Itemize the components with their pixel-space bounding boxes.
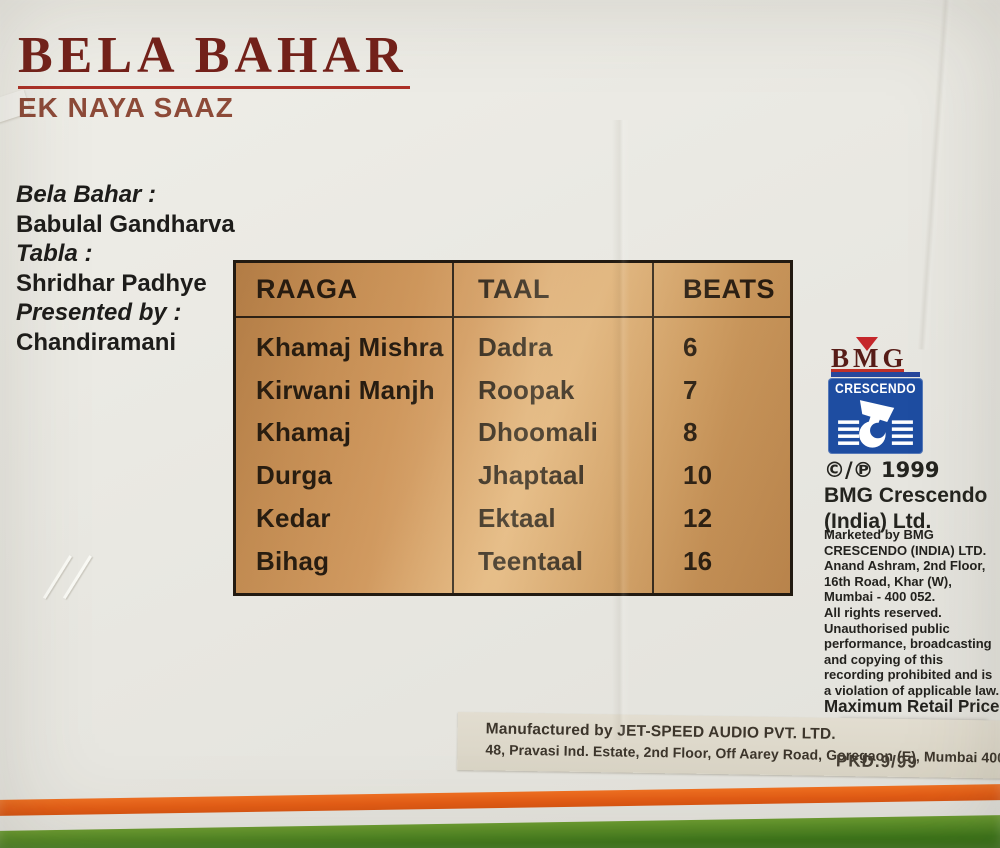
cell-beats: 16	[683, 545, 713, 576]
legal-line: CRESCENDO (INDIA) LTD.	[824, 542, 987, 558]
saffron-stripe	[0, 783, 1000, 817]
legal-line: Mumbai - 400 052.	[824, 589, 936, 605]
table-body: Khamaj Mishra Dadra 6 Kirwani Manjh Roop…	[236, 318, 790, 593]
pkd-date-code: PKD.9/99	[835, 751, 918, 772]
legal-line: performance, broadcasting	[824, 636, 992, 652]
legal-line: Anand Ashram, 2nd Floor,	[824, 558, 986, 574]
cell-taal: Teentaal	[478, 545, 584, 576]
bmg-triangle-icon	[856, 337, 878, 351]
cell-beats: 6	[683, 331, 698, 362]
cell-taal: Ektaal	[478, 503, 556, 534]
bmg-underline-red	[831, 369, 904, 372]
cell-raaga: Bihag	[256, 545, 330, 576]
manufacturer-sticker: Manufactured by JET-SPEED AUDIO PVT. LTD…	[457, 712, 1000, 779]
cell-taal: Dhoomali	[478, 417, 599, 448]
cell-raaga: Kirwani Manjh	[256, 374, 435, 405]
credit-role-tabla: Tabla :	[16, 240, 93, 268]
legal-line: All rights reserved.	[824, 604, 942, 620]
table-header-taal: TAAL	[478, 274, 550, 304]
cell-raaga: Khamaj	[256, 417, 352, 448]
legal-line: Marketed by BMG	[824, 527, 934, 542]
table-row: Kirwani Manjh Roopak 7	[236, 369, 790, 412]
crescendo-label: CRESCENDO	[835, 381, 916, 396]
paper-crease	[917, 0, 955, 350]
legal-line: 16th Road, Khar (W),	[824, 573, 952, 589]
legal-line: a violation of applicable law.	[824, 682, 1000, 698]
table-header-raaga: RAAGA	[256, 274, 358, 304]
cell-taal: Roopak	[478, 374, 575, 405]
album-subtitle: EK NAYA SAAZ	[18, 92, 234, 123]
cell-beats: 8	[683, 417, 698, 448]
cell-beats: 7	[683, 374, 698, 405]
credit-presenter-name: Chandiramani	[16, 328, 177, 356]
credit-role-presented-by: Presented by :	[16, 299, 182, 327]
company-name-line1: BMG Crescendo	[824, 484, 988, 507]
marketing-legal-text: Marketed by BMG CRESCENDO (INDIA) LTD. A…	[824, 527, 999, 699]
title-underline	[18, 86, 410, 89]
table-header-beats: BEATS	[683, 274, 776, 304]
bmg-underline-blue	[831, 372, 920, 377]
mrp-label: Maximum Retail Price	[824, 696, 1000, 716]
cell-beats: 12	[683, 503, 713, 534]
table-row: Khamaj Dhoomali 8	[236, 412, 790, 455]
credit-artist-name: Babulal Gandharva	[16, 210, 235, 238]
copyright-year: ©/℗ 1999	[824, 458, 940, 482]
table-row: Khamaj Mishra Dadra 6	[236, 326, 790, 369]
cell-taal: Dadra	[478, 331, 553, 362]
cell-raaga: Khamaj Mishra	[256, 331, 444, 362]
music-note-icon	[838, 400, 913, 448]
cell-taal: Jhaptaal	[478, 460, 586, 491]
legal-line: Unauthorised public	[824, 620, 950, 636]
album-title: BELA BAHAR	[18, 27, 408, 84]
table-header-row: RAAGA TAAL BEATS	[236, 263, 790, 318]
cell-beats: 10	[683, 460, 713, 491]
column-divider	[452, 263, 454, 593]
raga-taal-table: RAAGA TAAL BEATS Khamaj Mishra Dadra 6 K…	[233, 260, 793, 596]
credit-tabla-name: Shridhar Padhye	[16, 269, 207, 297]
table-row: Durga Jhaptaal 10	[236, 454, 790, 497]
cell-raaga: Durga	[256, 460, 333, 491]
legal-line: recording prohibited and is	[824, 667, 993, 683]
green-stripe	[0, 814, 1000, 848]
cell-raaga: Kedar	[256, 503, 331, 534]
column-divider	[652, 263, 654, 593]
table-row: Bihag Teentaal 16	[236, 540, 790, 583]
credit-role-bela-bahar: Bela Bahar :	[16, 181, 157, 208]
credits-block: Bela Bahar : Babulal Gandharva Tabla : S…	[16, 180, 235, 358]
table-row: Kedar Ektaal 12	[236, 497, 790, 540]
company-name-line2: (India) Ltd.	[824, 510, 932, 533]
legal-line: and copying of this	[824, 651, 944, 667]
bmg-logo: BMG	[831, 343, 908, 373]
